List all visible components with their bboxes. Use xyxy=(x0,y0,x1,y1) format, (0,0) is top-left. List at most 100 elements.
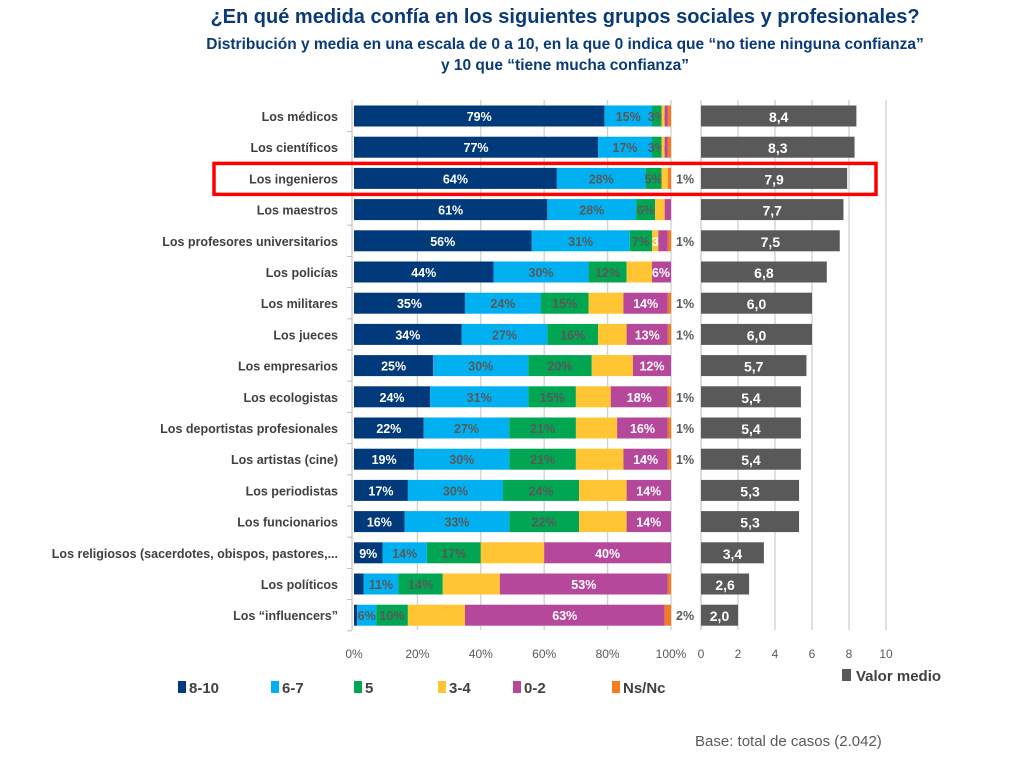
data-label: 1% xyxy=(676,422,694,436)
data-label: 3% xyxy=(648,110,666,124)
mean-value-label: 6,0 xyxy=(747,327,767,343)
bar-segment-6-7 xyxy=(430,386,529,408)
bar-segment-0-2 xyxy=(623,292,668,314)
x-tick-label: 100% xyxy=(656,647,687,661)
data-label: 27% xyxy=(454,422,479,436)
bar-segment-6-7 xyxy=(433,355,529,377)
mean-value-label: 6,8 xyxy=(754,265,774,281)
mean-value-label: 7,5 xyxy=(761,234,781,250)
category-label: Los periodistas xyxy=(246,484,338,498)
data-label: 30% xyxy=(443,484,468,498)
data-label: 33% xyxy=(445,516,470,530)
data-label: 22% xyxy=(376,422,401,436)
bar-segment-0-2 xyxy=(658,230,668,252)
x-tick-label: 6 xyxy=(809,647,816,661)
data-label: 14% xyxy=(633,297,658,311)
outside-data-label: 1% xyxy=(676,235,694,249)
legend-label: Valor medio xyxy=(856,668,941,685)
subtitle-line-1: Distribución y media en una escala de 0 … xyxy=(206,36,924,53)
category-label: Los médicos xyxy=(262,110,338,124)
bar-segment-5 xyxy=(426,542,481,564)
data-label: 14% xyxy=(408,578,433,592)
bar-segment-0-2 xyxy=(617,417,668,439)
data-label: 6% xyxy=(358,609,376,623)
highlight-box xyxy=(212,161,878,197)
outside-data-label: 1% xyxy=(676,172,694,186)
mean-bar xyxy=(701,261,827,283)
mean-bar xyxy=(701,105,857,127)
legend-swatch-5 xyxy=(354,681,362,693)
bar-segment-3-4 xyxy=(591,355,633,377)
data-label: 5% xyxy=(645,172,663,186)
mean-bar xyxy=(701,604,738,626)
bar-segment-Ns/Nc xyxy=(667,167,671,189)
bar-segment-Ns/Nc xyxy=(667,230,671,252)
data-label: 2% xyxy=(676,609,694,623)
category-label: Los ecologistas xyxy=(244,391,339,405)
bar-segment-8-10 xyxy=(354,261,494,283)
bar-segment-6-7 xyxy=(556,167,646,189)
bar-segment-8-10 xyxy=(354,292,465,314)
data-label: 24% xyxy=(529,484,554,498)
data-label: 56% xyxy=(430,235,455,249)
bar-segment-8-10 xyxy=(354,230,532,252)
data-label: 7% xyxy=(632,235,650,249)
mean-value-label: 3,4 xyxy=(723,546,743,562)
data-label: 25% xyxy=(381,360,406,374)
bar-segment-3-4 xyxy=(579,479,627,501)
bar-segment-6-7 xyxy=(382,542,427,564)
data-label: 15% xyxy=(616,110,641,124)
data-label: 6% xyxy=(652,266,670,280)
legend-label: Ns/Nc xyxy=(623,680,666,697)
data-label: 18% xyxy=(627,391,652,405)
data-label: 6% xyxy=(637,204,655,218)
bar-segment-5 xyxy=(509,417,576,439)
bar-segment-5 xyxy=(509,448,576,470)
category-label: Los políticos xyxy=(261,578,338,592)
mean-bar xyxy=(701,511,800,533)
legend-swatch-Ns/Nc xyxy=(612,681,620,693)
bar-segment-5 xyxy=(645,167,662,189)
bar-segment-Ns/Nc xyxy=(667,105,671,127)
bar-segment-3-4 xyxy=(442,573,500,595)
bar-segment-8-10 xyxy=(354,417,424,439)
category-label: Los militares xyxy=(261,297,338,311)
bar-segment-3-4 xyxy=(661,105,665,127)
bar-segment-0-2 xyxy=(499,573,668,595)
category-label: Los científicos xyxy=(250,141,338,155)
legend-label: 0-2 xyxy=(524,680,546,697)
bar-segment-3-4 xyxy=(480,542,545,564)
bar-segment-8-10 xyxy=(354,105,605,127)
bar-segment-Ns/Nc xyxy=(667,136,671,158)
chart-subtitle: Distribución y media en una escala de 0 … xyxy=(0,34,1024,76)
data-label: 10% xyxy=(380,609,405,623)
bar-segment-5 xyxy=(509,511,580,533)
legend-label: 8-10 xyxy=(189,680,219,697)
bar-segment-8-10 xyxy=(354,355,434,377)
data-label: 17% xyxy=(613,141,638,155)
bar-segment-0-2 xyxy=(664,136,668,158)
bar-segment-6-7 xyxy=(404,511,510,533)
mean-bar xyxy=(701,292,812,314)
bar-segment-0-2 xyxy=(626,323,668,345)
bar-segment-Ns/Nc xyxy=(664,604,671,626)
bar-segment-5 xyxy=(588,261,627,283)
bar-segment-5 xyxy=(398,573,443,595)
bar-segment-0-2 xyxy=(664,199,671,221)
bar-segment-0-2 xyxy=(632,355,671,377)
x-tick-label: 2 xyxy=(735,647,742,661)
bar-segment-6-7 xyxy=(357,604,377,626)
bar-segment-0-2 xyxy=(651,261,671,283)
bar-segment-8-10 xyxy=(354,199,548,221)
data-label: 17% xyxy=(368,484,393,498)
data-label: 14% xyxy=(636,516,661,530)
bar-segment-Ns/Nc xyxy=(667,386,671,408)
bar-segment-5 xyxy=(651,136,662,158)
bar-segment-6-7 xyxy=(423,417,510,439)
bar-segment-5 xyxy=(528,355,592,377)
category-label: Los profesores universitarios xyxy=(162,235,338,249)
data-label: 21% xyxy=(530,422,555,436)
data-label: 27% xyxy=(492,328,517,342)
x-tick-label: 40% xyxy=(469,647,493,661)
x-tick-label: 0 xyxy=(698,647,705,661)
